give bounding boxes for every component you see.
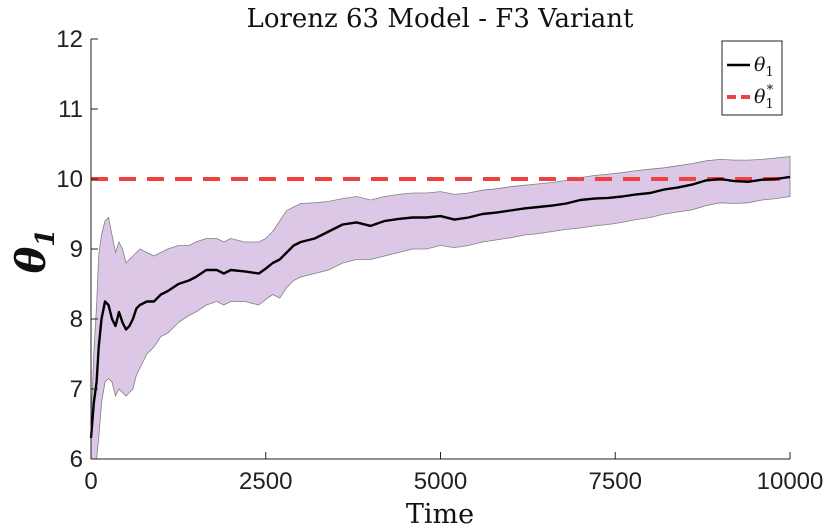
legend-label-theta1-star-sup: * (767, 83, 774, 98)
x-axis-label: Time (406, 499, 474, 528)
y-tick-label: 10 (56, 166, 83, 193)
x-ticks: 0 2500 5000 7500 10000 (84, 452, 823, 495)
x-tick-label: 10000 (757, 468, 824, 495)
y-ticks: 6 7 8 9 10 11 12 (56, 26, 98, 473)
legend-label-theta1-star-sub: 1 (765, 97, 773, 112)
x-tick-label: 2500 (239, 468, 292, 495)
y-axis-label-subscript: 1 (31, 229, 61, 247)
plot-area (89, 156, 791, 460)
y-tick-label: 11 (58, 96, 83, 123)
legend: θ1 θ1* (721, 40, 783, 116)
estimate-line-theta1 (89, 175, 791, 439)
x-tick-label: 0 (84, 468, 97, 495)
y-tick-label: 7 (70, 376, 83, 403)
y-tick-label: 6 (70, 446, 83, 473)
y-axis-label-symbol: θ (8, 246, 55, 273)
y-axis-label: θ1 (8, 229, 61, 274)
y-tick-label: 12 (56, 26, 83, 53)
x-tick-label: 7500 (589, 468, 642, 495)
legend-box (721, 40, 783, 116)
legend-label-theta1: θ1 (754, 54, 774, 80)
legend-label-theta1-star-symbol: θ (754, 86, 766, 108)
confidence-band (90, 156, 791, 460)
legend-label-theta1-sub: 1 (765, 65, 773, 80)
x-tick-label: 5000 (414, 468, 467, 495)
y-tick-label: 8 (70, 306, 83, 333)
y-tick-label: 9 (70, 236, 83, 263)
legend-label-theta1-symbol: θ (754, 54, 766, 76)
chart-title: Lorenz 63 Model - F3 Variant (247, 4, 634, 34)
legend-label-theta1-star: θ1* (754, 83, 774, 112)
